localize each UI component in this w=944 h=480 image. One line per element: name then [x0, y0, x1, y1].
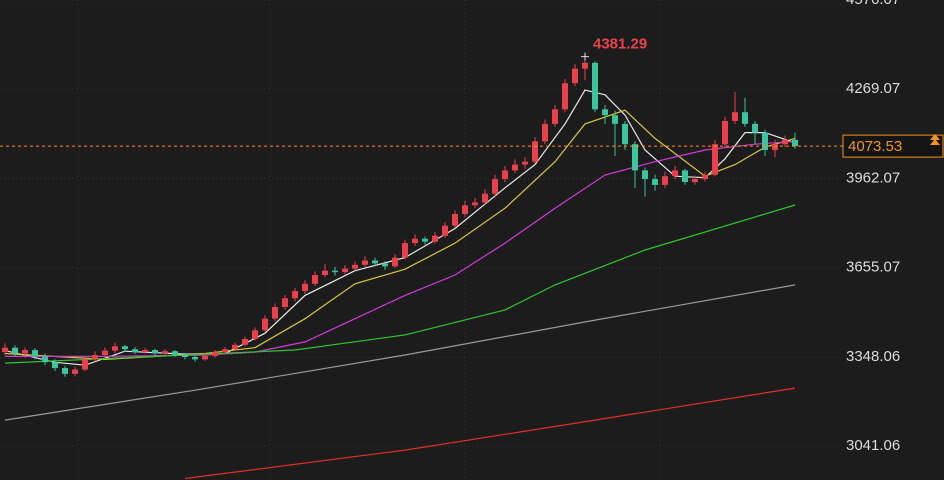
candle-body	[152, 350, 158, 354]
candle-body	[752, 123, 758, 133]
candle-body	[332, 270, 338, 273]
candle-body	[602, 109, 608, 116]
candle-body	[272, 307, 278, 319]
candle-body	[12, 347, 18, 354]
candle-body	[122, 346, 128, 350]
candle-body	[412, 238, 418, 244]
candle-body	[222, 349, 228, 353]
candle-body	[782, 139, 788, 145]
moving-average-line	[5, 140, 796, 357]
moving-average-line	[4, 204, 796, 364]
candle-body	[232, 344, 238, 350]
candle-body	[632, 144, 638, 171]
price-label-box	[842, 134, 944, 158]
candle-body	[182, 354, 188, 358]
candles	[2, 56, 798, 377]
candle-body	[362, 260, 368, 265]
candle-body	[692, 179, 698, 183]
candle-body	[652, 179, 658, 185]
candle-body	[532, 141, 538, 162]
candle-body	[372, 260, 378, 264]
y-tick-label: 4576.07	[846, 0, 900, 8]
candle-body	[672, 170, 678, 177]
candle-body	[552, 109, 558, 124]
candle-body	[512, 164, 518, 171]
candle-body	[202, 355, 208, 360]
candle-body	[302, 283, 308, 292]
candle-body	[262, 318, 268, 331]
alert-icon	[930, 134, 940, 145]
candle-body	[172, 351, 178, 355]
candle-body	[642, 170, 648, 180]
candle-body	[492, 179, 498, 194]
candle-body	[682, 170, 688, 183]
candle-body	[732, 112, 738, 121]
candle-body	[382, 263, 388, 267]
candle-body	[522, 161, 528, 165]
candle-body	[612, 115, 618, 124]
price-label: 4073.53	[848, 138, 902, 155]
candle-body	[82, 359, 88, 370]
y-tick-label: 3655.07	[846, 259, 900, 276]
candle-body	[312, 275, 318, 284]
candle-body	[242, 339, 248, 345]
candle-body	[292, 291, 298, 299]
moving-average-line	[4, 284, 796, 421]
high-label: 4381.29	[593, 36, 647, 53]
candle-body	[712, 144, 718, 175]
candle-body	[142, 350, 148, 353]
candle-body	[452, 213, 458, 226]
candle-body	[342, 268, 348, 273]
candle-body	[722, 120, 728, 145]
candle-body	[422, 238, 428, 242]
candle-body	[192, 357, 198, 360]
candle-body	[392, 257, 398, 267]
candle-body	[62, 368, 68, 374]
candle-body	[472, 202, 478, 206]
candle-body	[402, 243, 408, 258]
candle-body	[592, 62, 598, 110]
candle-body	[502, 170, 508, 180]
candle-body	[162, 351, 168, 354]
y-tick-label: 3348.06	[846, 348, 900, 365]
candle-body	[72, 369, 78, 374]
time-grid	[77, 0, 661, 480]
candle-body	[132, 349, 138, 353]
candle-body	[22, 350, 28, 354]
candle-body	[432, 235, 438, 242]
candle-body	[662, 176, 668, 185]
candle-body	[102, 350, 108, 355]
candle-body	[52, 362, 58, 369]
candle-body	[742, 112, 748, 124]
moving-average-line	[184, 387, 796, 480]
candle-body	[442, 225, 448, 236]
candle-body	[2, 347, 8, 353]
candle-body	[32, 350, 38, 357]
candle-body	[42, 356, 48, 363]
candle-body	[112, 346, 118, 351]
overlay: 3041.06 3348.06 3655.07 3962.07 4269.07 4576.…	[0, 0, 944, 454]
candle-body	[582, 62, 588, 69]
y-tick-label: 3041.06	[846, 437, 900, 454]
candle-body	[702, 174, 708, 180]
candle-body	[92, 354, 98, 360]
candle-body	[252, 330, 258, 340]
candle-body	[482, 193, 488, 203]
candle-body	[572, 68, 578, 84]
y-tick-label: 3962.07	[846, 169, 900, 186]
candle-body	[322, 270, 328, 276]
candle-body	[622, 123, 628, 145]
candle-body	[772, 144, 778, 151]
candle-body	[542, 123, 548, 142]
candle-body	[462, 205, 468, 214]
candle-body	[282, 298, 288, 308]
candle-body	[562, 83, 568, 110]
candle-body	[792, 139, 798, 147]
y-tick-label: 4269.07	[846, 80, 900, 97]
candle-body	[212, 352, 218, 356]
candle-body	[352, 264, 358, 269]
candle-body	[762, 132, 768, 151]
